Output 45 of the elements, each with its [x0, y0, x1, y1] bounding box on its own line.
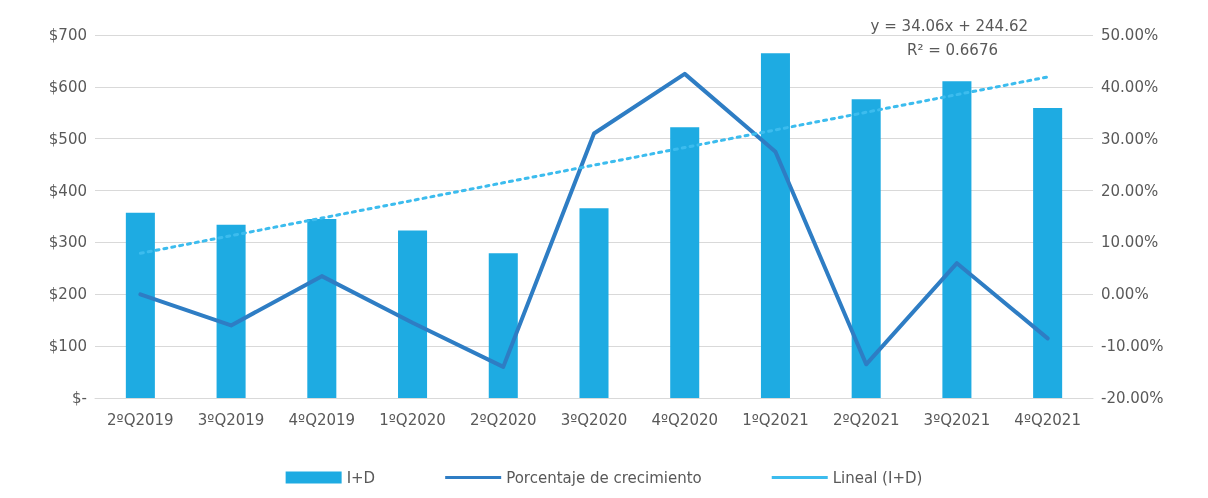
bar — [942, 81, 972, 398]
y-tick-label: $700 — [48, 26, 87, 44]
x-tick-label: 4ºQ2019 — [288, 410, 356, 429]
y-tick-label: $600 — [48, 77, 87, 96]
y2-tick-label: 40.00% — [1101, 77, 1159, 96]
y-tick-label: $100 — [48, 337, 87, 356]
bar — [1033, 108, 1063, 398]
x-tick-label: 3ºQ2019 — [197, 410, 265, 429]
y2-tick-label: 30.00% — [1101, 129, 1159, 148]
x-tick-label: 3ºQ2020 — [560, 410, 628, 429]
legend-label: Lineal (I+D) — [832, 468, 923, 487]
annotation: R² = 0.6676 — [906, 40, 999, 59]
x-tick-label: 2ºQ2020 — [469, 410, 537, 429]
x-tick-label: 1ºQ2021 — [742, 410, 809, 429]
y2-tick-label: 10.00% — [1101, 233, 1159, 252]
y-tick-label: $200 — [48, 285, 87, 304]
bar — [851, 99, 881, 398]
line-series — [138, 71, 1050, 369]
y2-tick-label: 0.00% — [1101, 285, 1149, 304]
x-tick-label: 1ºQ2020 — [379, 410, 446, 429]
bar — [125, 212, 155, 398]
x-tick-label: 2ºQ2019 — [107, 410, 174, 429]
y-tick-label: $300 — [48, 233, 87, 252]
bar — [579, 208, 609, 398]
legend-label: I+D — [346, 468, 376, 487]
bar — [398, 230, 428, 398]
y2-tick-label: 50.00% — [1101, 26, 1159, 44]
y-tick-label: $500 — [48, 129, 87, 148]
line-series — [138, 75, 1050, 255]
bar — [216, 224, 246, 398]
bar — [670, 127, 700, 398]
x-tick-label: 3ºQ2021 — [923, 410, 991, 429]
x-tick-label: 2ºQ2021 — [832, 410, 900, 429]
y2-tick-label: -20.00% — [1101, 389, 1164, 407]
text: y = 34.06x + 244.62 — [870, 16, 1028, 35]
y2-tick-label: 20.00% — [1101, 181, 1159, 200]
bar — [488, 253, 518, 398]
bar — [307, 219, 337, 398]
legend-label: Porcentaje de crecimiento — [506, 468, 702, 487]
x-tick-label: 4ºQ2021 — [1014, 410, 1081, 429]
x-tick-label: 4ºQ2020 — [651, 410, 719, 429]
y2-tick-label: -10.00% — [1101, 337, 1164, 356]
y-tick-label: $- — [72, 389, 87, 407]
y-tick-label: $400 — [48, 181, 87, 200]
bar — [760, 53, 790, 398]
